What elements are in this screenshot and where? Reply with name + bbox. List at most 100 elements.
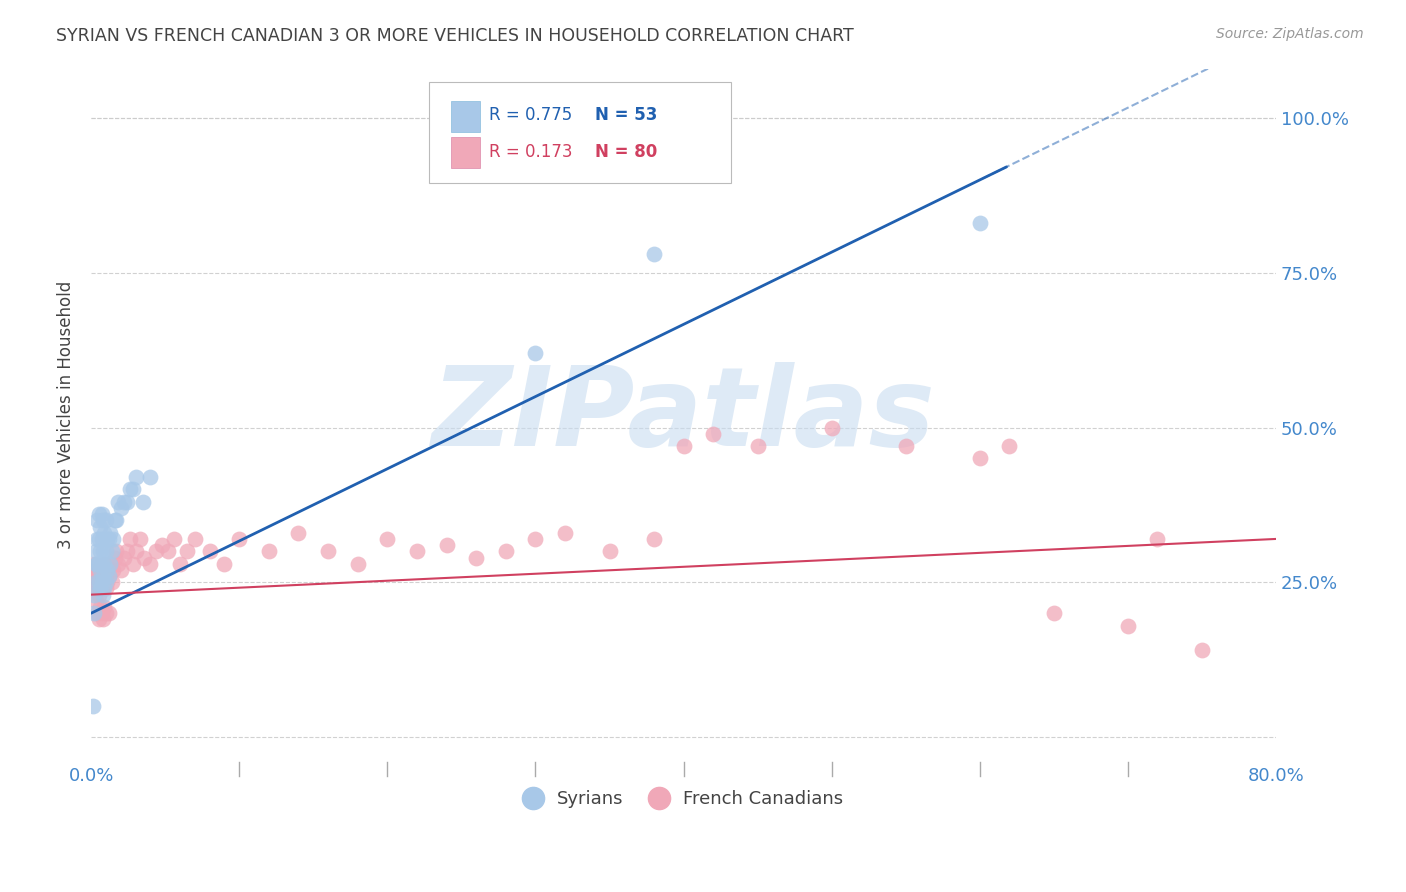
Point	[121, 557, 143, 571]
Point	[94, 544, 117, 558]
Point	[100, 557, 122, 571]
Point	[104, 550, 127, 565]
Point	[346, 557, 368, 571]
Point	[672, 439, 695, 453]
Point	[86, 557, 108, 571]
Point	[89, 582, 111, 596]
Point	[702, 426, 724, 441]
Point	[112, 495, 135, 509]
Point	[1116, 618, 1139, 632]
Point	[132, 495, 155, 509]
Point	[115, 544, 138, 558]
Point	[87, 588, 110, 602]
Point	[110, 500, 132, 515]
Point	[84, 557, 107, 571]
Text: R = 0.775: R = 0.775	[489, 106, 572, 124]
Point	[97, 532, 120, 546]
Point	[90, 575, 112, 590]
Point	[89, 582, 111, 596]
Point	[84, 575, 107, 590]
Point	[84, 563, 107, 577]
Point	[124, 470, 146, 484]
Point	[176, 544, 198, 558]
Point	[145, 544, 167, 558]
Point	[105, 544, 128, 558]
Point	[87, 532, 110, 546]
Point	[524, 346, 547, 360]
Point	[969, 216, 991, 230]
Point	[83, 588, 105, 602]
Point	[83, 606, 105, 620]
Point	[90, 563, 112, 577]
Point	[96, 532, 118, 546]
Point	[287, 525, 309, 540]
Point	[821, 420, 844, 434]
Point	[89, 544, 111, 558]
Point	[599, 544, 621, 558]
Point	[163, 532, 186, 546]
Point	[90, 507, 112, 521]
Point	[91, 569, 114, 583]
Point	[118, 483, 141, 497]
Point	[97, 569, 120, 583]
Point	[93, 600, 115, 615]
Point	[377, 532, 399, 546]
Point	[747, 439, 769, 453]
Point	[124, 544, 146, 558]
Text: N = 53: N = 53	[595, 106, 657, 124]
Point	[90, 532, 112, 546]
Point	[97, 606, 120, 620]
Point	[105, 513, 128, 527]
Point	[228, 532, 250, 546]
Y-axis label: 3 or more Vehicles in Household: 3 or more Vehicles in Household	[58, 281, 75, 549]
Point	[91, 612, 114, 626]
Point	[118, 532, 141, 546]
Point	[93, 557, 115, 571]
Point	[1043, 606, 1066, 620]
Point	[87, 507, 110, 521]
Text: R = 0.173: R = 0.173	[489, 143, 572, 161]
Point	[1146, 532, 1168, 546]
Point	[89, 519, 111, 533]
Text: Source: ZipAtlas.com: Source: ZipAtlas.com	[1216, 27, 1364, 41]
Point	[91, 569, 114, 583]
Point	[89, 563, 111, 577]
Point	[90, 575, 112, 590]
Point	[86, 606, 108, 620]
Point	[94, 569, 117, 583]
Point	[87, 557, 110, 571]
Point	[100, 557, 122, 571]
Point	[103, 563, 125, 577]
FancyBboxPatch shape	[451, 101, 479, 132]
Point	[129, 532, 152, 546]
Point	[104, 513, 127, 527]
Point	[96, 563, 118, 577]
Point	[406, 544, 429, 558]
Point	[83, 557, 105, 571]
Point	[316, 544, 339, 558]
Point	[96, 563, 118, 577]
Point	[89, 569, 111, 583]
Point	[86, 513, 108, 527]
Point	[107, 495, 129, 509]
Point	[894, 439, 917, 453]
Point	[100, 525, 122, 540]
Point	[93, 525, 115, 540]
Point	[643, 532, 665, 546]
Point	[89, 600, 111, 615]
Text: ZIPatlas: ZIPatlas	[432, 361, 935, 468]
Point	[134, 550, 156, 565]
Legend: Syrians, French Canadians: Syrians, French Canadians	[517, 782, 851, 815]
Point	[436, 538, 458, 552]
Point	[97, 569, 120, 583]
Point	[93, 575, 115, 590]
Point	[87, 612, 110, 626]
Point	[96, 575, 118, 590]
Point	[1191, 643, 1213, 657]
Point	[87, 563, 110, 577]
Point	[91, 513, 114, 527]
Point	[94, 575, 117, 590]
Point	[107, 557, 129, 571]
Point	[643, 247, 665, 261]
Point	[84, 594, 107, 608]
